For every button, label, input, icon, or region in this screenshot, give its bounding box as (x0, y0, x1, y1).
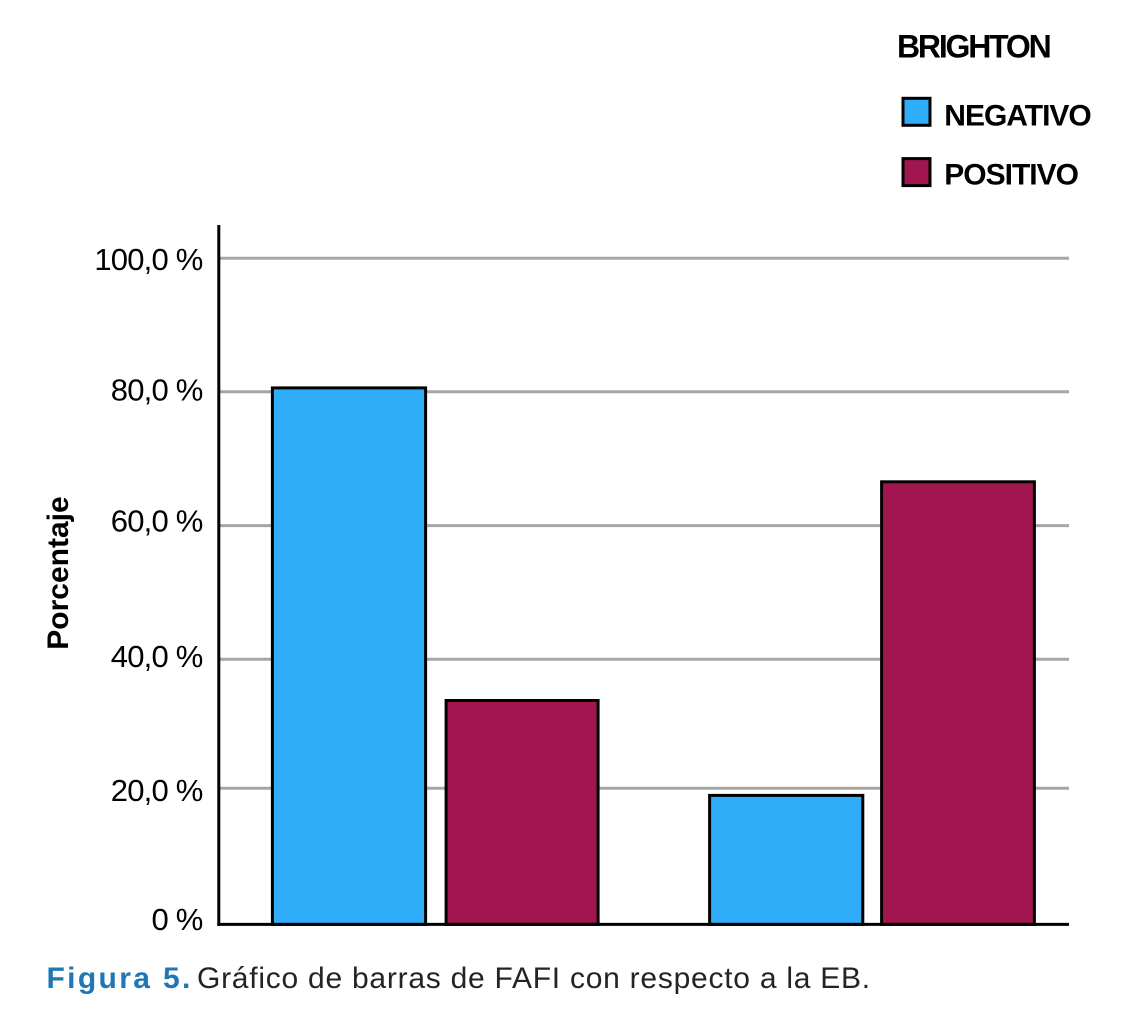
svg-text:Figura 5.Gráfico de barras de: Figura 5. Gráfico de barras de FAFI con r… (47, 962, 871, 995)
svg-text:0 %: 0 % (151, 902, 202, 937)
svg-text:80,0 %: 80,0 % (111, 373, 203, 408)
svg-text:100,0 %: 100,0 % (94, 242, 202, 277)
svg-text:20,0 %: 20,0 % (111, 773, 203, 808)
svg-text:60,0 %: 60,0 % (111, 504, 203, 539)
svg-text:NEGATIVO: NEGATIVO (944, 100, 1091, 133)
svg-text:Porcentaje: Porcentaje (42, 496, 75, 649)
svg-text:BRIGHTON: BRIGHTON (897, 29, 1050, 65)
svg-text:POSITIVO: POSITIVO (944, 158, 1078, 191)
svg-text:40,0 %: 40,0 % (111, 639, 203, 674)
